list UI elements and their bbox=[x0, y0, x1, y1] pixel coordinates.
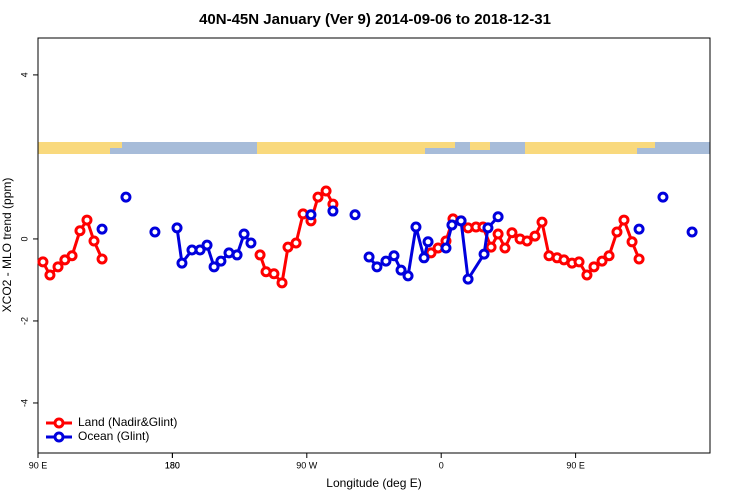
y-tick-label: 0 bbox=[19, 236, 29, 241]
point bbox=[686, 226, 698, 238]
x-axis-label: Longitude (deg E) bbox=[326, 476, 421, 490]
point bbox=[37, 256, 49, 268]
point bbox=[455, 215, 467, 227]
point bbox=[626, 236, 638, 248]
x-tick-label: 90 W bbox=[296, 460, 318, 470]
point bbox=[74, 225, 86, 237]
point bbox=[276, 277, 288, 289]
point bbox=[215, 255, 227, 267]
point bbox=[529, 230, 541, 242]
point bbox=[603, 250, 615, 262]
legend-label: Land (Nadir&Glint) bbox=[78, 415, 177, 429]
point bbox=[363, 251, 375, 263]
point bbox=[380, 255, 392, 267]
x-tick-label: 90 E bbox=[566, 460, 585, 470]
point bbox=[482, 222, 494, 234]
point bbox=[282, 241, 294, 253]
chart-title: 40N-45N January (Ver 9) 2014-09-06 to 20… bbox=[199, 11, 551, 28]
point bbox=[327, 205, 339, 217]
point bbox=[499, 242, 511, 254]
x-tick-label: 180 bbox=[165, 460, 180, 470]
y-axis-label: XCO2 - MLO trend (ppm) bbox=[0, 178, 14, 313]
point bbox=[388, 250, 400, 262]
point bbox=[96, 253, 108, 265]
land-ocean-strip bbox=[38, 142, 710, 154]
point bbox=[521, 235, 533, 247]
y-tick-label: -2 bbox=[19, 317, 29, 325]
point bbox=[88, 235, 100, 247]
point bbox=[208, 261, 220, 273]
point bbox=[611, 226, 623, 238]
point bbox=[506, 227, 518, 239]
point bbox=[268, 268, 280, 280]
point bbox=[290, 237, 302, 249]
point bbox=[422, 236, 434, 248]
point bbox=[657, 191, 669, 203]
point bbox=[66, 250, 78, 262]
plot-frame bbox=[37, 37, 711, 454]
point bbox=[581, 269, 593, 281]
y-tick-label: -4 bbox=[19, 399, 29, 407]
point bbox=[536, 216, 548, 228]
point bbox=[492, 211, 504, 223]
point bbox=[446, 219, 458, 231]
point bbox=[371, 261, 383, 273]
y-tick-label: 4 bbox=[19, 72, 29, 77]
point bbox=[618, 214, 630, 226]
point bbox=[440, 242, 452, 254]
point bbox=[201, 239, 213, 251]
x-tick-label: 0 bbox=[439, 460, 444, 470]
point bbox=[194, 244, 206, 256]
point bbox=[633, 223, 645, 235]
point bbox=[402, 270, 414, 282]
point bbox=[171, 222, 183, 234]
point bbox=[52, 261, 64, 273]
x-tick-label: 180 bbox=[165, 460, 180, 470]
point bbox=[320, 185, 332, 197]
point bbox=[238, 228, 250, 240]
legend-marker bbox=[53, 431, 65, 443]
point bbox=[254, 249, 266, 261]
point bbox=[588, 261, 600, 273]
point bbox=[418, 252, 430, 264]
point bbox=[245, 237, 257, 249]
legend-marker bbox=[53, 417, 65, 429]
x-tick-label: 90 E bbox=[29, 460, 48, 470]
point bbox=[395, 264, 407, 276]
point bbox=[492, 228, 504, 240]
point bbox=[573, 256, 585, 268]
point bbox=[120, 191, 132, 203]
point bbox=[425, 247, 437, 259]
point bbox=[633, 253, 645, 265]
point bbox=[231, 249, 243, 261]
point bbox=[462, 273, 474, 285]
point bbox=[410, 221, 422, 233]
point bbox=[312, 191, 324, 203]
point bbox=[96, 223, 108, 235]
point bbox=[81, 214, 93, 226]
legend-label: Ocean (Glint) bbox=[78, 429, 149, 443]
point bbox=[44, 269, 56, 281]
point bbox=[149, 226, 161, 238]
series-line bbox=[41, 189, 641, 285]
point bbox=[478, 248, 490, 260]
point bbox=[596, 255, 608, 267]
point bbox=[485, 241, 497, 253]
point bbox=[349, 209, 361, 221]
point bbox=[176, 257, 188, 269]
point bbox=[305, 209, 317, 221]
